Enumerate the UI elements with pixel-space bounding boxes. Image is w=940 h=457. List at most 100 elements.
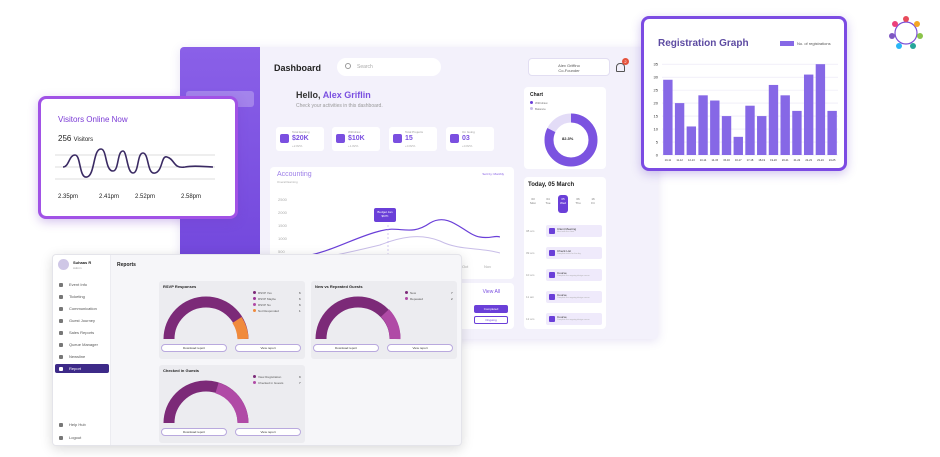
stat-label: Total Earning	[292, 130, 310, 134]
nav-queue-manager[interactable]: Queue Manager	[55, 340, 109, 349]
day-thu[interactable]: 06 Thu	[575, 197, 581, 205]
greeting: Hello, Alex Griflin	[296, 90, 371, 100]
event-item[interactable]: Client Meeting Meet with the client	[546, 225, 602, 237]
visitors-count: 256 Visitors	[58, 134, 94, 143]
legend-value: 9	[299, 375, 301, 379]
bar-14-15	[710, 100, 720, 155]
nav-sales-reports[interactable]: Sales Reports	[55, 328, 109, 337]
x-tick-label: 16-17	[735, 158, 742, 162]
bar-23-24	[815, 64, 826, 155]
bank-icon	[336, 134, 345, 143]
legend-item: RSVP Maybe	[253, 297, 276, 301]
visitors-title: Visitors Online Now	[58, 115, 128, 124]
nav-help-hub[interactable]: Help Hub	[55, 420, 109, 429]
y-tick-label: 0	[656, 153, 659, 158]
search-input[interactable]: Search	[337, 58, 441, 76]
search-icon	[345, 63, 351, 69]
chart-title: Chart	[530, 92, 544, 98]
time-slot: 08 am	[526, 229, 535, 233]
y-tick-label: 20	[654, 101, 659, 106]
x-tick-label: 21-22	[794, 158, 801, 162]
legend-item: RSVP No	[253, 303, 271, 307]
x-tick-label: 22-23	[805, 158, 812, 162]
legend-item: Not Responded	[253, 309, 279, 313]
bar-15-16	[721, 116, 732, 155]
message-icon	[59, 307, 63, 311]
user-name: Alex Griffino	[558, 63, 580, 68]
nav-newsline[interactable]: Newsline	[55, 352, 109, 361]
legend-value: 2	[451, 297, 453, 301]
legend-value: 6	[299, 297, 301, 301]
person-icon	[59, 331, 63, 335]
event-icon	[549, 272, 555, 278]
nav-report[interactable]: Report	[55, 364, 109, 373]
event-item[interactable]: Course Complete the ongoing design course	[546, 269, 602, 281]
nav-ticketing[interactable]: Ticketing	[55, 292, 109, 301]
download-report-button[interactable]: Download report	[161, 344, 227, 352]
checked-in-guests-card: Checked in Guests View Registration 9 Ch…	[159, 365, 305, 443]
x-tick-label: 19-20	[770, 158, 777, 162]
view-all-link[interactable]: View All	[482, 289, 500, 295]
accounting-subtitle: Overall Earning	[277, 180, 298, 184]
stat-total-projects[interactable]: Total Projects 15 +0.82%	[389, 127, 437, 151]
notification-bell-icon[interactable]	[616, 63, 625, 72]
card-title: Checked in Guests	[163, 368, 200, 373]
completed-button[interactable]: Completed	[474, 305, 508, 313]
bar-24-25	[827, 110, 837, 155]
y-tick-label: 30	[654, 75, 659, 80]
download-report-button[interactable]: Download report	[313, 344, 379, 352]
donut-chart	[544, 113, 598, 167]
nav-event-info[interactable]: Event Info	[55, 280, 109, 289]
registration-bar-chart: 0 5 10 15 20 25 30 35 10-11 11-12 12-13 13-14 14-15 1…	[654, 62, 838, 162]
page-title: Reports	[117, 262, 136, 268]
bar-21-22	[792, 110, 802, 155]
view-report-button[interactable]: View report	[235, 428, 301, 436]
time-label: 2.41pm	[99, 194, 120, 200]
event-icon	[549, 228, 555, 234]
rsvp-responses-card: RSVP Responses RSVP Yes 6 RSVP Maybe 6 R…	[159, 281, 305, 359]
y-tick: 1500	[278, 223, 287, 228]
ongoing-button[interactable]: Ongoing	[474, 316, 508, 324]
stat-total-earning[interactable]: Total Earning $20K +2.82%	[276, 127, 324, 151]
event-item[interactable]: Course Complete the ongoing design course	[546, 291, 602, 303]
view-report-button[interactable]: View report	[387, 344, 453, 352]
logout-icon	[59, 436, 63, 440]
avatar[interactable]	[58, 259, 69, 270]
legend-item: View Registration	[253, 375, 281, 379]
bar-12-13	[686, 126, 697, 155]
stat-on-going[interactable]: On Going 03 +0.82%	[446, 127, 494, 151]
day-fri[interactable]: 16 Fri	[591, 197, 595, 205]
legend-swatch	[780, 41, 794, 47]
nav-guest-journey[interactable]: Guest Journey	[55, 316, 109, 325]
nav-logout[interactable]: Logout	[55, 433, 109, 442]
day-wed[interactable]: 05 Wed	[558, 195, 568, 213]
legend-value: 6	[299, 291, 301, 295]
event-item[interactable]: Course Complete the ongoing design course	[546, 313, 602, 325]
legend-value: 1	[299, 309, 301, 313]
donut-center-value: 82.3%	[562, 136, 574, 141]
visitors-online-card: Visitors Online Now 256 Visitors 2.35pm …	[38, 96, 238, 219]
stat-label: Total Projects	[405, 130, 424, 134]
day-tue[interactable]: 04 Tue	[545, 197, 551, 205]
registration-graph-card: Registration Graph No. of registrations …	[641, 16, 847, 171]
event-item[interactable]: Check List Complete tasks for the day	[546, 247, 602, 259]
y-tick-label: 5	[656, 140, 659, 145]
y-tick-label: 10	[654, 127, 659, 132]
y-tick-label: 35	[654, 62, 659, 67]
accounting-title: Accounting	[277, 171, 312, 178]
nav-communication[interactable]: Communication	[55, 304, 109, 313]
view-report-button[interactable]: View report	[235, 344, 301, 352]
sort-dropdown[interactable]: Sort by: Monthly	[482, 172, 504, 176]
event-icon	[549, 316, 555, 322]
users-icon	[59, 319, 63, 323]
x-tick: Nov	[484, 264, 492, 269]
legend-value: 6	[299, 303, 301, 307]
stat-change: +0.82%	[405, 144, 416, 148]
x-tick: Oct	[462, 264, 469, 269]
download-report-button[interactable]: Download report	[161, 428, 227, 436]
stat-withdraw[interactable]: Withdraw $10K +1.82%	[332, 127, 380, 151]
registration-legend: No. of registrations	[780, 41, 831, 47]
user-chip[interactable]: Alex Griffino Co-Founder	[528, 58, 610, 76]
legend-item: Repeated	[405, 297, 423, 301]
day-mon[interactable]: 03 Mon	[530, 197, 536, 205]
